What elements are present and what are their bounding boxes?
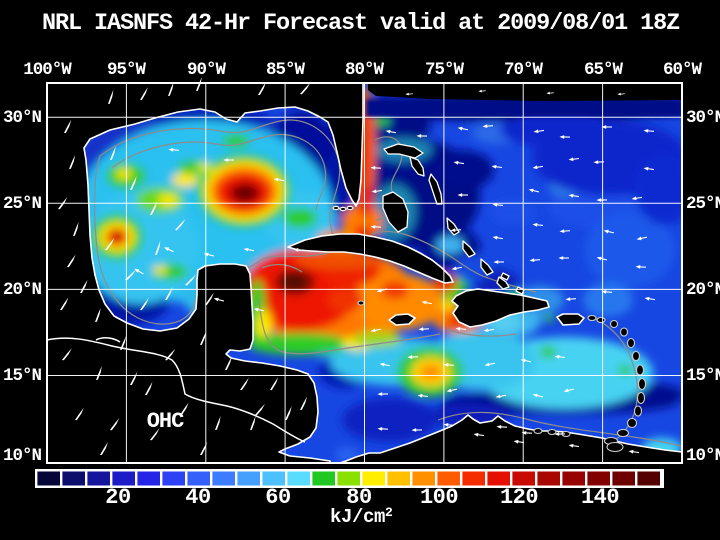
svg-text:85°W: 85°W — [266, 60, 306, 80]
svg-text:60: 60 — [265, 485, 290, 510]
svg-text:120: 120 — [500, 485, 538, 510]
svg-text:30°N: 30°N — [686, 108, 720, 128]
svg-text:140: 140 — [581, 485, 619, 510]
svg-text:25°N: 25°N — [3, 194, 42, 214]
svg-text:15°N: 15°N — [3, 366, 42, 386]
svg-text:60°W: 60°W — [663, 60, 703, 80]
svg-text:20°N: 20°N — [3, 280, 42, 300]
svg-text:100: 100 — [420, 485, 458, 510]
svg-text:10°N: 10°N — [3, 446, 42, 466]
svg-text:20°N: 20°N — [686, 280, 720, 300]
svg-text:75°W: 75°W — [425, 60, 465, 80]
svg-text:25°N: 25°N — [686, 194, 720, 214]
svg-text:65°W: 65°W — [584, 60, 624, 80]
svg-text:80: 80 — [346, 485, 371, 510]
svg-text:kJ/cm2: kJ/cm2 — [330, 505, 393, 528]
svg-text:90°W: 90°W — [187, 60, 227, 80]
svg-text:10°N: 10°N — [686, 446, 720, 466]
svg-text:OHC: OHC — [147, 409, 184, 434]
svg-text:40: 40 — [185, 485, 210, 510]
svg-text:70°W: 70°W — [504, 60, 544, 80]
svg-text:100°W: 100°W — [23, 60, 72, 80]
svg-text:80°W: 80°W — [345, 60, 385, 80]
svg-text:15°N: 15°N — [686, 366, 720, 386]
svg-text:95°W: 95°W — [107, 60, 147, 80]
svg-text:20: 20 — [105, 485, 130, 510]
svg-text:NRL IASNFS 42-Hr Forecast val: NRL IASNFS 42-Hr Forecast valid at 2009/… — [42, 10, 680, 37]
svg-text:30°N: 30°N — [3, 108, 42, 128]
